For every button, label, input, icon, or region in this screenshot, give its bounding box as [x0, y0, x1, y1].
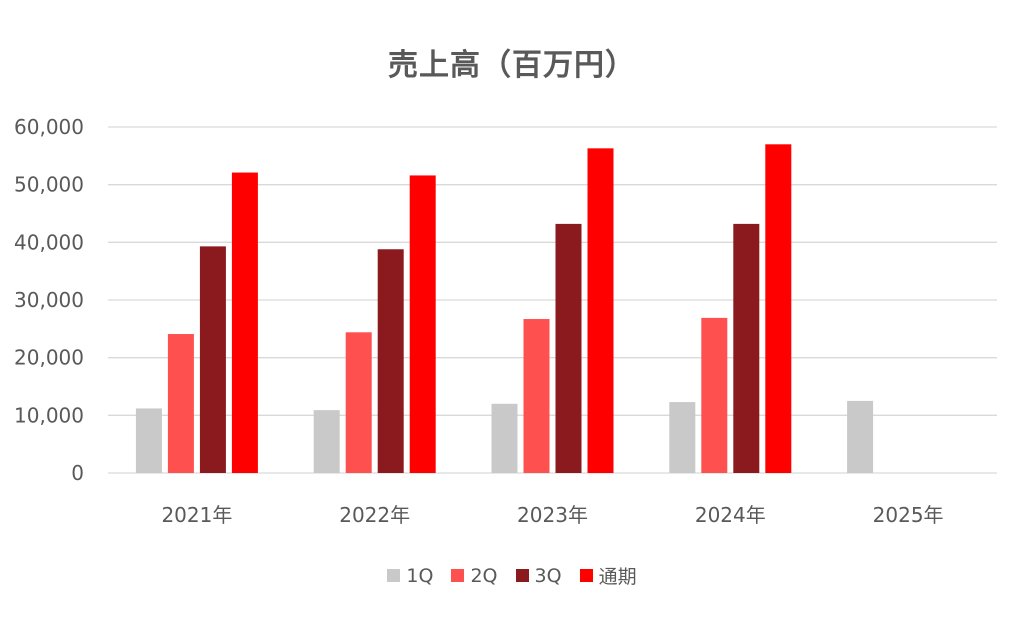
bar-1Q-2025年	[847, 400, 874, 473]
bar-3Q-2021年	[199, 246, 226, 473]
chart-title: 売上高（百万円）	[388, 48, 636, 83]
legend-swatch	[387, 569, 401, 582]
y-tick-label: 10,000	[14, 403, 84, 427]
legend-item: 1Q	[387, 565, 433, 587]
bar-通期-2024年	[765, 144, 792, 474]
bar-3Q-2023年	[555, 223, 582, 473]
legend-swatch	[515, 569, 529, 582]
legend-label: 1Q	[406, 564, 434, 587]
y-tick-label: 0	[71, 461, 84, 485]
bar-3Q-2022年	[377, 249, 404, 473]
legend-item: 2Q	[451, 564, 498, 587]
x-tick-label: 2023年	[517, 503, 588, 527]
y-tick-label: 60,000	[14, 115, 84, 139]
bar-通期-2021年	[231, 172, 258, 473]
legend-label: 2Q	[470, 564, 498, 587]
y-tick-label: 20,000	[14, 346, 84, 370]
bar-2Q-2023年	[523, 319, 550, 473]
legend-label: 3Q	[534, 564, 562, 587]
y-tick-label: 30,000	[14, 288, 84, 312]
chart-legend: 1Q 2Q 3Q 通期	[0, 562, 1024, 589]
bar-3Q-2024年	[733, 223, 760, 473]
y-tick-label: 50,000	[14, 173, 84, 197]
bar-2Q-2024年	[701, 317, 728, 473]
bar-通期-2023年	[587, 148, 614, 473]
x-tick-label: 2021年	[161, 503, 232, 527]
y-tick-label: 40,000	[14, 230, 84, 254]
bar-1Q-2023年	[491, 403, 518, 473]
bar-1Q-2024年	[669, 402, 696, 473]
legend-swatch	[451, 569, 465, 582]
bar-2Q-2021年	[167, 334, 194, 473]
bar-1Q-2022年	[313, 410, 340, 473]
x-tick-label: 2024年	[695, 503, 766, 527]
legend-swatch	[579, 569, 593, 582]
bar-通期-2022年	[409, 175, 436, 473]
bar-2Q-2022年	[345, 332, 372, 473]
legend-item: 3Q	[515, 564, 562, 587]
bar-1Q-2021年	[135, 408, 162, 473]
legend-item: 通期	[579, 562, 637, 589]
legend-label: 通期	[598, 566, 637, 588]
x-tick-label: 2022年	[339, 503, 410, 527]
x-tick-label: 2025年	[873, 503, 944, 527]
